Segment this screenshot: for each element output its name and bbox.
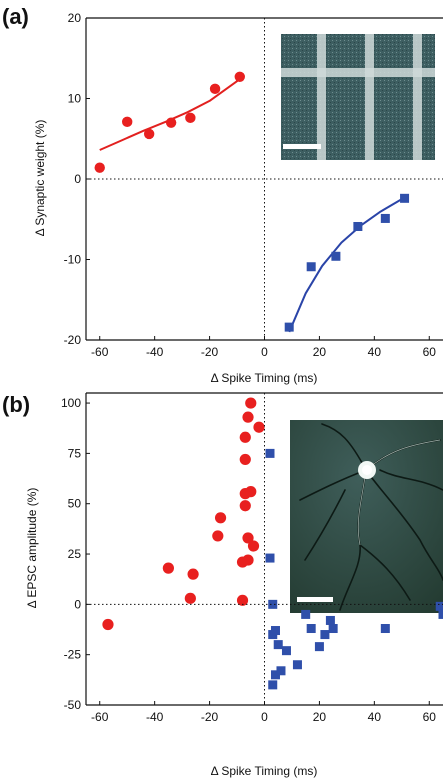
panel-b-square-point [292, 660, 302, 670]
panel-b-circle-point [242, 532, 254, 544]
panel-b-circle-point [214, 512, 227, 524]
panel-b-square-point [276, 666, 286, 676]
panel-a-circle-point [121, 116, 133, 128]
panel-b: (b) -60 -40 -20 0 20 40 60 -50 -25 0 25 50 75 [2, 392, 443, 778]
panel-b-square-point [273, 640, 283, 650]
panel-a-ytick-label: 20 [68, 11, 82, 25]
panel-a-ytick-label: -20 [64, 333, 82, 347]
panel-b-square-point [320, 630, 330, 640]
panel-b-xtick-label: 0 [261, 710, 268, 724]
panel-a-square-point [400, 193, 410, 203]
panel-b-ytick-label: 100 [61, 396, 81, 410]
panel-b-xlabel: Δ Spike Timing (ms) [211, 764, 318, 778]
panel-a-circle-point [209, 83, 221, 95]
panel-a-inset-image [281, 34, 435, 160]
panel-a-xtick-label: 40 [368, 345, 382, 359]
panel-a-scale-bar [283, 144, 321, 149]
panel-b-square-point [265, 448, 275, 458]
panel-b-circle-point [212, 530, 224, 542]
panel-b-circle-point [245, 486, 257, 498]
panel-b-circle-point [242, 554, 254, 566]
panel-b-xtick-label: -20 [201, 710, 219, 724]
panel-a-xtick-label: -60 [91, 345, 109, 359]
panel-a-fit-curve-1 [99, 78, 241, 151]
panel-a-ylabel: Δ Synaptic weight (%) [33, 120, 47, 237]
panel-b-square-point [306, 624, 316, 634]
panel-b-square-point [268, 599, 278, 609]
panel-a-xlabel: Δ Spike Timing (ms) [211, 371, 318, 385]
panel-b-circle-point [187, 568, 199, 580]
panel-b-xtick-label: -60 [91, 710, 109, 724]
panel-a-xtick-label: -20 [201, 345, 219, 359]
panel-b-square-point [438, 609, 443, 619]
panel-b-xtick-label: -40 [146, 710, 164, 724]
panel-a-circle-point [185, 112, 196, 124]
panel-b-circle-point [184, 592, 196, 604]
panel-a-circle-point [165, 117, 177, 128]
panel-b-square-point [270, 670, 280, 680]
panel-b-square-point [380, 624, 390, 634]
panel-b-circle-point [162, 562, 174, 574]
panel-b-square-point [268, 680, 278, 690]
panel-a-ytick-label: -10 [64, 253, 82, 267]
panel-b-circle-point [239, 500, 251, 512]
panel-b-ylabel: Δ EPSC amplitude (%) [25, 488, 39, 609]
panel-b-square-point [328, 624, 338, 634]
panel-a-ytick-label: 0 [74, 172, 81, 186]
panel-a-xtick-label: -40 [146, 345, 164, 359]
panel-b-ytick-label: 75 [68, 446, 82, 460]
panel-b-circle-point [253, 421, 265, 433]
panel-b-inset-image [290, 420, 443, 613]
panel-b-circle-point [247, 540, 260, 552]
panel-a-xtick-label: 60 [423, 345, 437, 359]
panel-a-fit-curve-2 [288, 196, 406, 333]
panel-b-circle-point [102, 618, 114, 631]
panel-b-square-point [281, 646, 291, 656]
panel-b-ytick-label: 25 [68, 547, 82, 561]
panel-b-circle-point [239, 453, 251, 466]
panel-a-circle-point [143, 128, 155, 140]
panel-b-ytick-label: -25 [64, 648, 82, 662]
panel-b-circle-point [245, 397, 257, 409]
panel-b-square-point [325, 615, 335, 625]
panel-a: (a) -60 -40 -20 0 20 40 60 -20 -10 0 10 20 Δ Spike … [2, 4, 443, 385]
panel-b-square-point [301, 609, 311, 619]
panel-b-xtick-label: 60 [423, 710, 437, 724]
panel-a-square-point [284, 322, 294, 332]
panel-a-square-point [331, 251, 341, 261]
panel-b-ytick-label: -50 [64, 698, 82, 712]
panel-a-label: (a) [2, 4, 29, 29]
panel-a-square-point [380, 213, 390, 223]
panel-b-xtick-label: 40 [368, 710, 382, 724]
panel-a-square-point [306, 262, 316, 272]
panel-b-square-point [314, 642, 324, 652]
panel-b-circle-point [242, 411, 254, 423]
panel-b-square-point [270, 626, 280, 636]
panel-b-ytick-label: 0 [74, 597, 81, 611]
panel-b-ytick-label: 50 [68, 497, 82, 511]
panel-a-xtick-label: 0 [261, 345, 268, 359]
panel-b-scale-bar [297, 597, 333, 602]
panel-a-ytick-label: 10 [68, 92, 82, 106]
panel-b-label: (b) [2, 392, 30, 417]
panel-a-square-point [353, 221, 363, 231]
panel-b-circle-point [236, 594, 249, 606]
panel-a-xtick-label: 20 [313, 345, 327, 359]
panel-a-circle-point [234, 71, 245, 82]
panel-a-circle-point [94, 162, 105, 173]
panel-b-xtick-label: 20 [313, 710, 327, 724]
panel-b-circle-point [239, 431, 251, 443]
panel-b-square-point [435, 601, 443, 611]
panel-b-square-point [265, 553, 275, 563]
